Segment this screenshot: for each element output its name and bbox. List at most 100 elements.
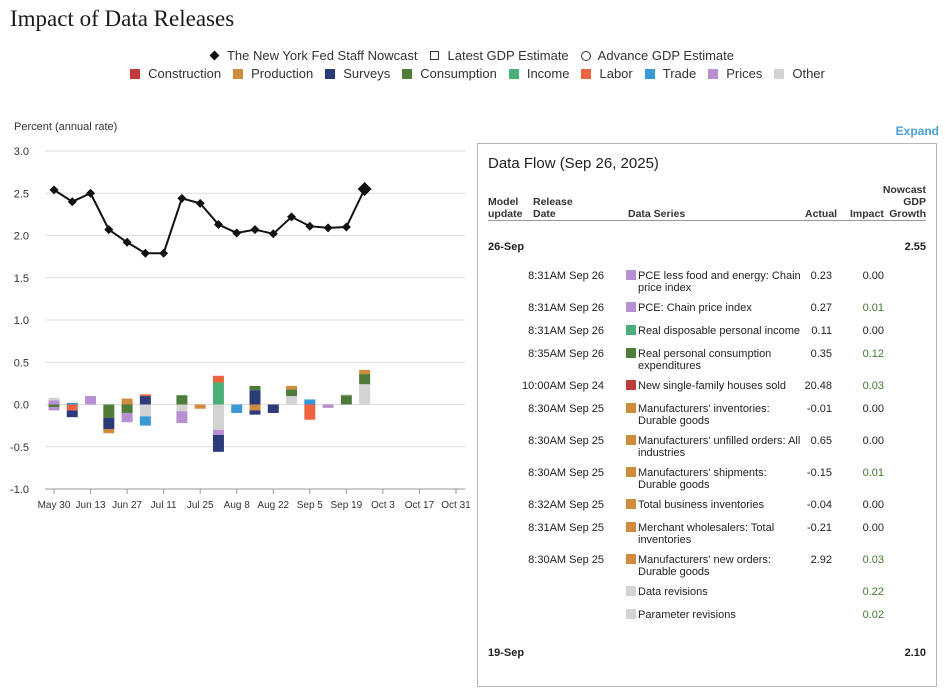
legend-consumption[interactable]: Consumption <box>402 66 497 81</box>
bar-segment <box>121 404 133 413</box>
data-series: PCE: Chain price index <box>638 302 752 314</box>
legend-other[interactable]: Other <box>774 66 825 81</box>
data-series: Manufacturers' new orders: Durable goods <box>638 554 771 578</box>
bar-segment <box>176 404 188 412</box>
impact-value: 0.03 <box>862 554 884 566</box>
header-model-update-line1: Model <box>488 196 519 208</box>
nowcast-point <box>323 223 333 233</box>
data-series: PCE less food and energy: Chain price in… <box>638 270 801 294</box>
legend-income[interactable]: Income <box>508 66 570 81</box>
data-series: Manufacturers' inventories: Durable good… <box>638 403 770 427</box>
legend-label: Other <box>792 66 825 81</box>
bar-segment <box>66 404 78 411</box>
bar-segment <box>322 404 334 408</box>
y-tick-label: -1.0 <box>10 484 29 496</box>
nowcast-point <box>195 198 205 208</box>
nowcast-point <box>86 188 96 198</box>
bar-segment <box>139 394 151 397</box>
nowcast-point <box>122 237 132 247</box>
legend-label: Trade <box>662 66 697 81</box>
nowcast-line <box>53 188 366 255</box>
release-time: 8:30AM Sep 25 <box>528 435 604 447</box>
legend-production[interactable]: Production <box>233 66 313 81</box>
nowcast-point <box>67 197 77 207</box>
release-time: 8:30AM Sep 25 <box>528 554 604 566</box>
impact-value: 0.00 <box>862 325 884 337</box>
category-swatch <box>626 435 636 445</box>
release-time: 8:30AM Sep 25 <box>528 467 604 479</box>
square-icon <box>429 51 439 60</box>
data-series: Parameter revisions <box>638 609 736 621</box>
header-actual: Actual <box>805 208 838 220</box>
bar-segment <box>249 390 261 405</box>
y-tick-label: -0.5 <box>10 442 29 454</box>
legend-construction[interactable]: Construction <box>130 66 221 81</box>
legend-nowcast[interactable]: The New York Fed Staff Nowcast <box>209 48 418 63</box>
actual-value: 0.35 <box>810 348 832 360</box>
bar-segment <box>66 410 78 418</box>
expand-link[interactable]: Expand <box>895 124 939 138</box>
x-tick-label: Jun 27 <box>112 500 142 511</box>
nowcast-point <box>159 248 169 258</box>
nowcast-point <box>232 228 242 238</box>
bar-segment <box>103 418 115 430</box>
nowcast-point <box>213 220 223 230</box>
bar-segment <box>286 389 298 397</box>
nowcast-point <box>140 248 150 258</box>
release-time: 8:31AM Sep 26 <box>528 325 604 337</box>
legend-latest-gdp[interactable]: Latest GDP Estimate <box>429 48 569 63</box>
bar-segment <box>359 374 371 385</box>
impact-value: 0.01 <box>862 302 884 314</box>
bar-segment <box>212 434 224 452</box>
impact-value: 0.22 <box>862 586 884 598</box>
legend-swatch <box>581 68 592 79</box>
bar-segment <box>121 398 133 405</box>
legend-swatch <box>774 68 785 79</box>
actual-value: 20.48 <box>804 380 832 392</box>
category-swatch <box>626 348 636 358</box>
legend-labor[interactable]: Labor <box>581 66 633 81</box>
header-growth-line3: Growth <box>889 208 926 220</box>
bar-segment <box>85 396 97 405</box>
y-tick-label: 0.0 <box>14 400 29 412</box>
header-growth-line1: Nowcast <box>882 184 926 196</box>
x-tick-label: Jun 13 <box>76 500 106 511</box>
data-series: New single-family houses sold <box>638 380 786 392</box>
category-swatch <box>626 302 636 312</box>
nowcast-point <box>341 222 351 232</box>
bar-segment <box>121 412 133 423</box>
category-swatch <box>626 270 636 280</box>
legend-swatch <box>644 68 655 79</box>
legend-swatch <box>708 68 719 79</box>
legend-advance-gdp[interactable]: Advance GDP Estimate <box>580 48 734 63</box>
circle-icon <box>580 50 591 61</box>
release-time: 8:31AM Sep 25 <box>528 522 604 534</box>
category-legend: Construction Production Surveys Consumption… <box>0 66 945 81</box>
y-tick-label: 2.5 <box>14 188 29 200</box>
diamond-icon <box>209 50 220 61</box>
legend-prices[interactable]: Prices <box>708 66 762 81</box>
legend-surveys[interactable]: Surveys <box>325 66 390 81</box>
legend-swatch <box>233 68 244 79</box>
bar-segment <box>139 416 151 426</box>
category-swatch <box>626 554 636 564</box>
category-swatch <box>626 467 636 477</box>
release-time: 8:31AM Sep 26 <box>528 270 604 282</box>
group-date: 26-Sep <box>488 241 525 253</box>
actual-value: -0.04 <box>806 499 832 511</box>
bar-segment <box>176 395 188 405</box>
header-release-date-line2: Date <box>533 208 556 220</box>
category-swatch <box>626 380 636 390</box>
header-release-date-line1: Release <box>533 196 573 208</box>
nowcast-point <box>250 225 260 235</box>
bar-segment <box>304 404 316 420</box>
legend-trade[interactable]: Trade <box>644 66 697 81</box>
legend-label: Construction <box>148 66 222 81</box>
x-tick-label: Jul 11 <box>151 500 177 511</box>
x-tick-label: Sep 19 <box>331 500 363 511</box>
x-tick-label: Jul 25 <box>187 500 214 511</box>
legend-label: Income <box>526 66 570 81</box>
legend-label: Production <box>251 66 314 81</box>
data-series: Manufacturers' shipments: Durable goods <box>638 467 767 491</box>
actual-value: 0.23 <box>810 270 832 282</box>
